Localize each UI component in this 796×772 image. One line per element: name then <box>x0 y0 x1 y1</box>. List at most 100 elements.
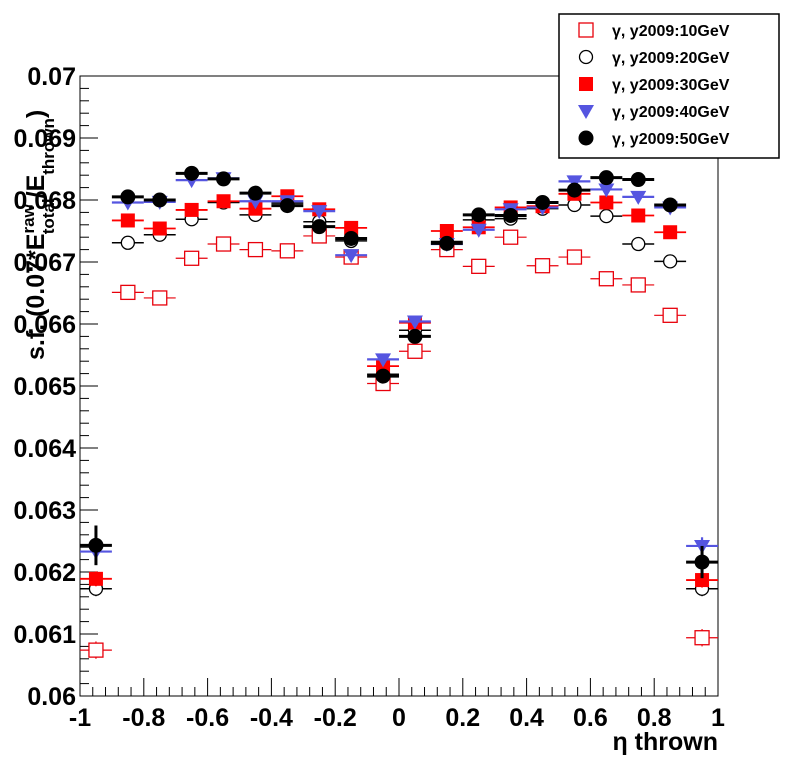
data-point <box>279 243 296 259</box>
data-point <box>630 190 647 205</box>
x-axis-title: η thrown <box>612 728 718 756</box>
x-tick-label: 0.4 <box>509 704 544 732</box>
series-group <box>80 195 718 597</box>
data-point <box>152 290 168 306</box>
data-point <box>407 328 423 344</box>
data-point <box>120 235 135 250</box>
data-point <box>599 208 614 224</box>
data-point <box>247 185 263 201</box>
data-point <box>344 220 359 235</box>
y-axis-title-sub2: thrown <box>39 118 58 175</box>
x-tick-label: -1 <box>69 704 91 732</box>
legend-label: γ, y2009:10GeV <box>612 23 730 40</box>
data-point <box>184 202 199 217</box>
data-point <box>152 192 168 208</box>
data-points <box>80 165 718 659</box>
data-point <box>311 205 328 220</box>
data-point <box>88 537 104 553</box>
data-point <box>535 194 551 210</box>
legend-marker <box>579 77 593 91</box>
y-axis-title-mid: /E <box>22 175 50 199</box>
data-point <box>471 207 487 223</box>
data-point <box>566 175 583 190</box>
data-point <box>375 368 391 384</box>
y-tick-label: 0.068 <box>13 187 76 215</box>
legend-marker <box>578 130 594 146</box>
data-point <box>599 195 614 210</box>
data-point <box>216 194 231 209</box>
legend: γ, y2009:10GeV γ, y2009:20GeV γ, y2009:30G… <box>558 13 780 159</box>
axis-ticks <box>79 75 719 697</box>
data-point <box>406 315 423 330</box>
data-point <box>216 171 232 187</box>
legend-label: γ, y2009:30GeV <box>612 77 730 94</box>
data-point <box>183 250 200 266</box>
data-point <box>120 213 135 228</box>
y-tick-label: 0.064 <box>13 435 76 463</box>
x-tick-label: 0.2 <box>445 704 480 732</box>
y-tick-label: 0.07 <box>27 63 76 91</box>
data-point <box>471 258 487 274</box>
legend-marker <box>578 22 594 38</box>
x-tick-label: 1 <box>711 704 725 732</box>
series-group <box>80 186 718 588</box>
x-tick-label: -0.2 <box>314 704 357 732</box>
y-tick-label: 0.069 <box>13 125 76 153</box>
data-point <box>662 307 678 323</box>
y-tick-label: 0.062 <box>13 559 76 587</box>
x-tick-label: 0.6 <box>573 704 608 732</box>
data-point <box>247 241 264 258</box>
y-tick-label: 0.067 <box>13 249 76 277</box>
legend-marker <box>578 49 594 65</box>
data-point <box>184 165 200 181</box>
data-point <box>630 172 646 188</box>
tick-labels: -1 -0.8 -0.6 -0.4 -0.2 0 0.2 0.4 0.6 0.8 1 0.06 0.06… <box>13 63 725 732</box>
legend-label: γ, y2009:20GeV <box>612 50 730 67</box>
data-point <box>694 630 710 646</box>
data-point <box>663 254 678 269</box>
data-point <box>631 236 646 252</box>
data-point <box>375 353 392 368</box>
svg-text:s.f. (0.07*Erawtotal/Ethrown): s.f. (0.07*Erawtotal/Ethrown) <box>19 110 58 360</box>
data-point <box>663 225 678 240</box>
legend-marker <box>578 105 594 119</box>
data-point <box>598 183 615 198</box>
data-point <box>503 208 519 223</box>
data-point <box>502 229 519 245</box>
data-point <box>631 208 646 223</box>
data-point <box>439 235 455 251</box>
data-point <box>215 236 232 252</box>
data-point <box>343 230 359 246</box>
data-point <box>630 277 646 293</box>
x-tick-label: -0.8 <box>122 704 165 732</box>
legend-box <box>558 13 780 159</box>
data-point <box>88 571 103 586</box>
series-group <box>80 165 718 579</box>
data-point <box>120 189 136 205</box>
plot-frame <box>79 75 719 697</box>
y-axis-title: s.f. (0.07*Erawtotal/Ethrown) <box>19 110 58 360</box>
data-point <box>88 642 104 658</box>
data-point <box>566 182 582 198</box>
y-tick-label: 0.065 <box>13 373 76 401</box>
data-point <box>407 343 423 359</box>
y-tick-label: 0.06 <box>27 683 76 711</box>
y-tick-label: 0.061 <box>13 621 76 649</box>
data-point <box>695 573 710 588</box>
data-point <box>343 249 360 264</box>
y-tick-label: 0.063 <box>13 497 76 525</box>
legend-entries: γ, y2009:10GeV γ, y2009:20GeV γ, y2009:30G… <box>578 22 730 148</box>
x-tick-label: -0.4 <box>250 704 293 732</box>
x-tick-label: 0.8 <box>637 704 672 732</box>
data-point <box>279 198 295 214</box>
y-tick-label: 0.066 <box>13 311 76 339</box>
series-group <box>80 228 718 659</box>
y-axis-title-suffix: ) <box>22 110 50 118</box>
y-axis-title-prefix: s.f. (0.07*E <box>22 234 50 360</box>
legend-label: γ, y2009:40GeV <box>612 104 730 121</box>
data-point <box>470 223 487 238</box>
data-point <box>662 197 678 213</box>
data-point <box>534 258 551 274</box>
data-point <box>311 219 327 235</box>
data-point <box>120 284 136 301</box>
